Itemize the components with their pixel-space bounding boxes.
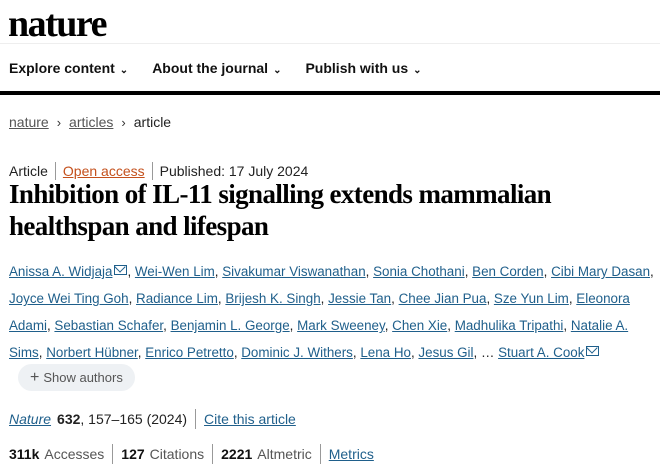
article-meta: Article Open access Published: 17 July 2… xyxy=(9,162,308,180)
divider xyxy=(0,43,660,44)
accesses-label: Accesses xyxy=(44,446,105,462)
author-link[interactable]: Cibi Mary Dasan xyxy=(551,264,651,279)
open-access-link[interactable]: Open access xyxy=(62,163,145,179)
nav-explore-content[interactable]: Explore content ⌄ xyxy=(9,60,128,76)
metrics-link[interactable]: Metrics xyxy=(328,446,374,462)
author-link[interactable]: Madhulika Tripathi xyxy=(454,318,564,333)
nav-publish-with-us[interactable]: Publish with us ⌄ xyxy=(305,60,421,76)
chevron-right-icon: › xyxy=(56,114,62,130)
author-link[interactable]: Enrico Petretto xyxy=(145,345,234,360)
author-link[interactable]: Chee Jian Pua xyxy=(398,291,487,306)
author-link[interactable]: Mark Sweeney xyxy=(297,318,385,333)
altmetric-count: 2221 xyxy=(221,446,253,462)
author-link[interactable]: Ben Corden xyxy=(472,264,544,279)
author-link[interactable]: Jessie Tan xyxy=(328,291,392,306)
email-icon[interactable] xyxy=(586,346,600,356)
main-nav: Explore content ⌄ About the journal ⌄ Publ… xyxy=(9,60,422,76)
author-link[interactable]: Dominic J. Withers xyxy=(241,345,353,360)
nav-label: About the journal xyxy=(152,60,269,76)
author-link[interactable]: Chen Xie xyxy=(392,318,448,333)
author-link[interactable]: Lena Ho xyxy=(360,345,411,360)
cite-this-article-link[interactable]: Cite this article xyxy=(204,411,296,427)
author-ellipsis: … xyxy=(480,345,495,360)
chevron-down-icon: ⌄ xyxy=(413,65,422,76)
nature-logo[interactable]: nature xyxy=(8,3,107,45)
author-link[interactable]: Sivakumar Viswanathan xyxy=(222,264,366,279)
chevron-down-icon: ⌄ xyxy=(273,65,282,76)
author-link[interactable]: Brijesh K. Singh xyxy=(225,291,321,306)
author-link[interactable]: Wei-Wen Lim xyxy=(134,264,215,279)
show-authors-label: Show authors xyxy=(43,370,123,385)
author-link[interactable]: Eleonora Adami xyxy=(9,291,630,333)
breadcrumb-nature[interactable]: nature xyxy=(9,114,49,130)
breadcrumb-current: article xyxy=(133,114,172,130)
author-link[interactable]: Sze Yun Lim xyxy=(493,291,569,306)
author-link[interactable]: Radiance Lim xyxy=(136,291,218,306)
author-link[interactable]: Joyce Wei Ting Goh xyxy=(9,291,129,306)
article-metrics: 311k Accesses 127 Citations 2221 Altmetric … xyxy=(9,444,374,464)
nav-label: Publish with us xyxy=(305,60,409,76)
altmetric-label: Altmetric xyxy=(257,446,312,462)
author-link[interactable]: Benjamin L. George xyxy=(170,318,290,333)
author-link[interactable]: Anissa A. Widjaja xyxy=(9,264,113,279)
nav-about-journal[interactable]: About the journal ⌄ xyxy=(152,60,281,76)
nav-label: Explore content xyxy=(9,60,115,76)
author-link[interactable]: Norbert Hübner xyxy=(46,345,138,360)
breadcrumb-articles[interactable]: articles xyxy=(69,114,114,130)
citations-label: Citations xyxy=(149,446,205,462)
volume: 632 xyxy=(57,411,81,427)
email-icon[interactable] xyxy=(114,265,128,275)
author-link[interactable]: Stuart A. Cook xyxy=(498,345,585,360)
chevron-right-icon: › xyxy=(121,114,126,130)
show-authors-button[interactable]: + Show authors xyxy=(18,364,135,391)
author-list: Anissa A. Widjaja, Wei-Wen Lim, Sivakuma… xyxy=(9,264,654,360)
citation: Nature 632 , 157–165 (2024) Cite this ar… xyxy=(9,409,296,429)
author-link[interactable]: Sonia Chothani xyxy=(373,264,465,279)
article-title: Inhibition of IL-11 signalling extends m… xyxy=(9,179,552,241)
citations-count: 127 xyxy=(121,446,145,462)
author-link[interactable]: Sebastian Schafer xyxy=(54,318,164,333)
accesses-count: 311k xyxy=(9,446,40,462)
published-date: Published: 17 July 2024 xyxy=(159,163,309,179)
pages: , 157–165 (2024) xyxy=(80,411,188,427)
journal-link[interactable]: Nature xyxy=(9,411,52,427)
breadcrumb: nature › articles › article xyxy=(9,114,171,130)
author-link[interactable]: Natalie A. Sims xyxy=(9,318,629,360)
header-bar xyxy=(0,91,660,95)
chevron-down-icon: ⌄ xyxy=(119,65,129,76)
article-type: Article xyxy=(9,163,48,179)
author-link[interactable]: Jesus Gil xyxy=(418,345,474,360)
plus-icon: + xyxy=(30,368,40,386)
